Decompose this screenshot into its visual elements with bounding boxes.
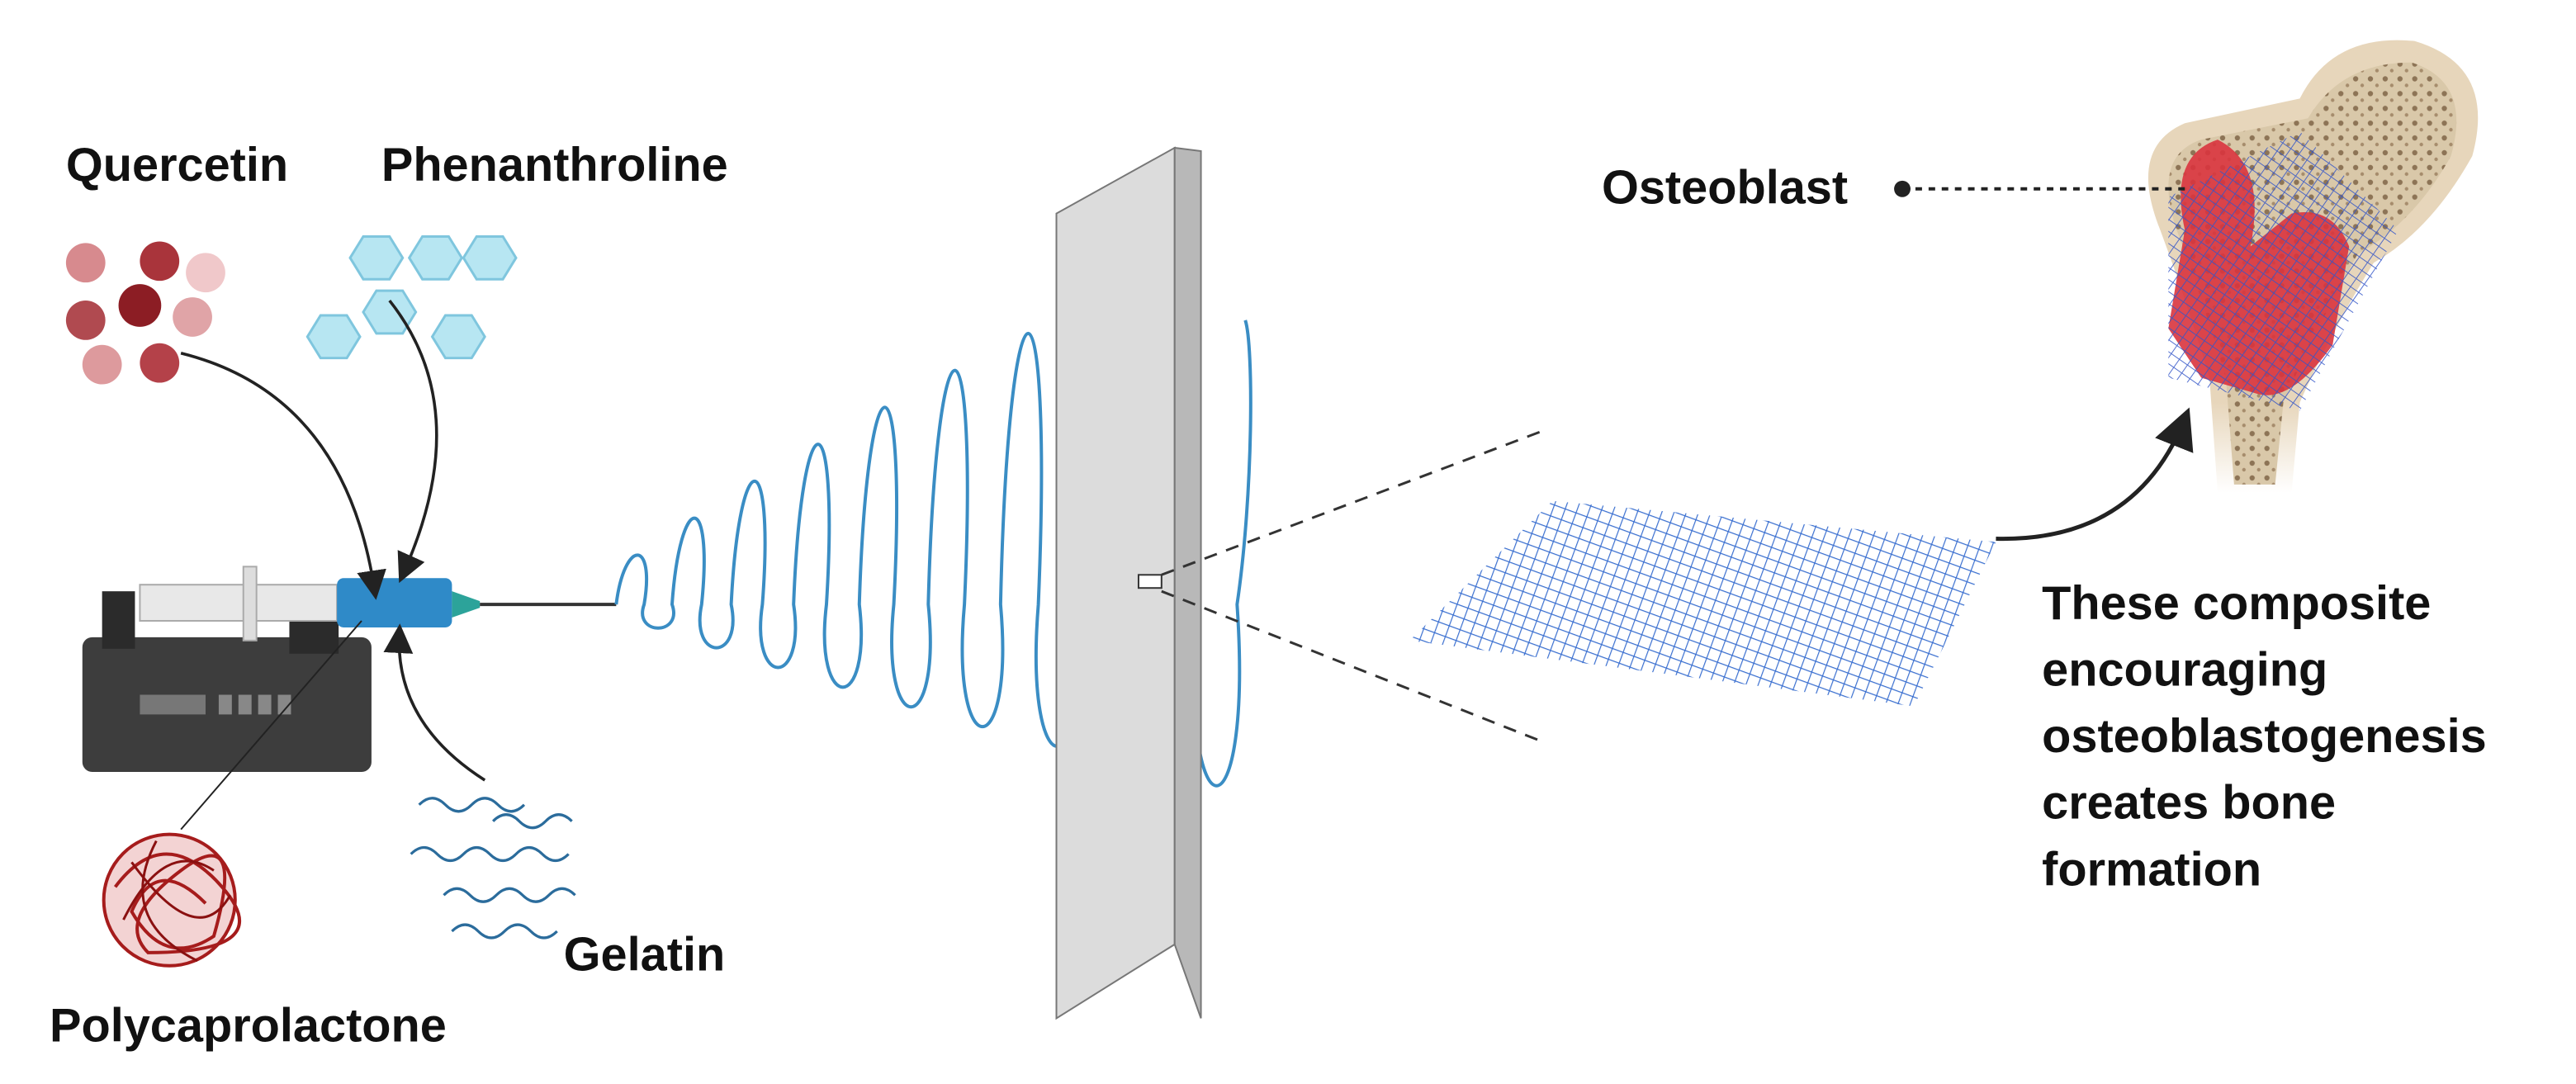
fiber-mesh: [1409, 500, 1996, 707]
caption-line: creates bone: [2042, 777, 2336, 830]
arrows: [180, 299, 2194, 831]
label: Osteoblast: [1602, 162, 1848, 215]
caption-line: osteoblastogenesis: [2042, 710, 2487, 763]
label: Polycaprolactone: [50, 999, 447, 1052]
bone: [2147, 40, 2479, 493]
polycaprolactone-ball: [102, 832, 241, 968]
label: Phenanthroline: [381, 139, 728, 192]
gelatin-strands: [410, 797, 576, 940]
caption-line: encouraging: [2042, 644, 2327, 697]
osteoblast-dot: [1894, 180, 1911, 197]
label: Gelatin: [564, 929, 726, 982]
collector: [1055, 146, 1202, 1020]
caption-line: These composite: [2042, 577, 2431, 630]
label: Quercetin: [66, 139, 288, 192]
syringe-pump: [82, 566, 617, 773]
quercetin-spheres: [65, 241, 225, 385]
caption-line: formation: [2042, 843, 2261, 896]
phenanthroline-hexagons: [305, 234, 518, 360]
caption: These composite encouraging osteoblastogen…: [2042, 577, 2487, 896]
